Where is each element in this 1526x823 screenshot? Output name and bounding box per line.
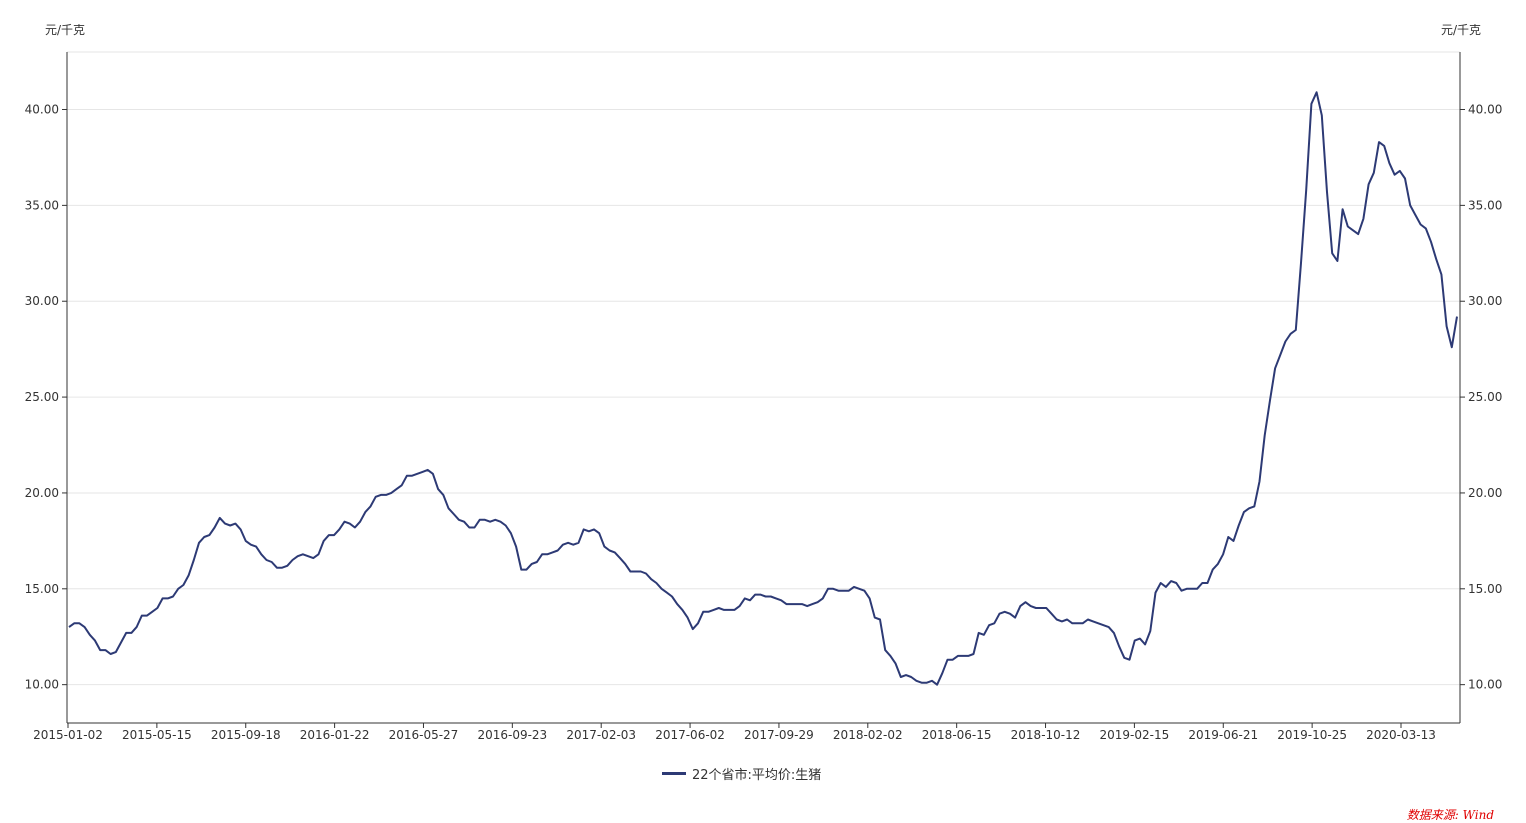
y-tick-label-right: 15.00 [1468,582,1502,596]
series-line-hog-price [68,91,1458,686]
y-axis-left-ticks: 10.00 15.00 20.00 25.00 30.00 35.00 40.00 [25,103,67,692]
x-tick-label: 2015-05-15 [122,728,192,742]
x-tick-label: 2016-01-22 [300,728,370,742]
x-tick-label: 2020-03-13 [1366,728,1436,742]
x-tick-label: 2018-06-15 [922,728,992,742]
x-tick-label: 2019-10-25 [1277,728,1347,742]
y-tick-label-right: 40.00 [1468,103,1502,117]
y-axis-left-unit: 元/千克 [45,23,85,37]
legend-label: 22个省市:平均价:生猪 [692,768,822,783]
y-tick-label-left: 10.00 [25,678,59,692]
x-tick-label: 2019-02-15 [1100,728,1170,742]
y-tick-label-right: 35.00 [1468,198,1502,212]
x-tick-label: 2015-01-02 [33,728,103,742]
x-tick-label: 2018-10-12 [1011,728,1081,742]
x-tick-label: 2017-02-03 [566,728,636,742]
y-tick-label-left: 35.00 [25,198,59,212]
x-axis-ticks: 2015-01-02 2015-05-15 2015-09-18 2016-01-22… [33,723,1436,742]
x-tick-label: 2016-09-23 [477,728,547,742]
y-tick-label-left: 15.00 [25,582,59,596]
y-tick-label-right: 10.00 [1468,678,1502,692]
source-note: 数据来源: Wind [1406,808,1494,822]
x-tick-label: 2015-09-18 [211,728,281,742]
y-axis-right-unit: 元/千克 [1441,23,1481,37]
y-axis-right-ticks: 10.00 15.00 20.00 25.00 30.00 35.00 40.00 [1460,103,1502,692]
x-tick-label: 2017-06-02 [655,728,725,742]
y-tick-label-left: 25.00 [25,390,59,404]
legend-swatch [662,772,686,775]
line-chart: 10.00 15.00 20.00 25.00 30.00 35.00 40.00 10.0… [25,23,1503,742]
x-tick-label: 2017-09-29 [744,728,814,742]
y-tick-label-right: 20.00 [1468,486,1502,500]
y-tick-label-left: 20.00 [25,486,59,500]
x-tick-label: 2016-05-27 [389,728,459,742]
y-tick-label-left: 40.00 [25,103,59,117]
x-tick-label: 2019-06-21 [1188,728,1258,742]
y-tick-label-right: 30.00 [1468,294,1502,308]
y-tick-label-left: 30.00 [25,294,59,308]
legend[interactable]: 22个省市:平均价:生猪 [662,764,821,783]
gridlines [67,51,1460,686]
y-tick-label-right: 25.00 [1468,390,1502,404]
x-tick-label: 2018-02-02 [833,728,903,742]
axes [66,52,1461,724]
